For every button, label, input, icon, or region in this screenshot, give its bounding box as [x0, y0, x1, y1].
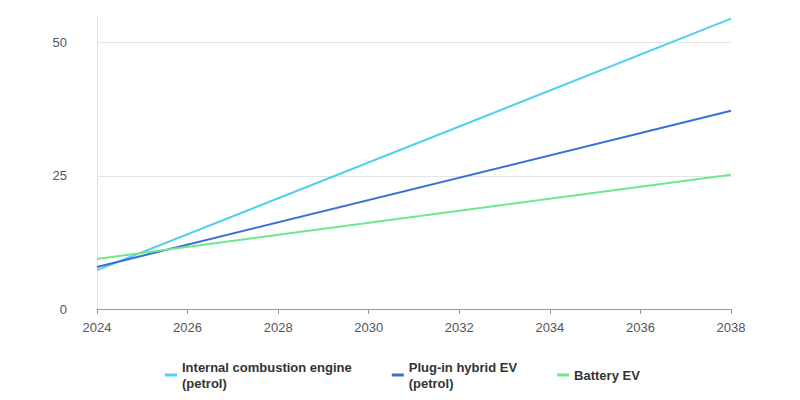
svg-text:2036: 2036 [626, 320, 655, 335]
svg-text:25: 25 [53, 168, 67, 183]
svg-text:50: 50 [53, 35, 67, 50]
svg-text:0: 0 [60, 302, 67, 317]
svg-text:2032: 2032 [445, 320, 474, 335]
svg-text:(petrol): (petrol) [182, 376, 227, 391]
svg-text:2026: 2026 [173, 320, 202, 335]
svg-text:(petrol): (petrol) [409, 376, 454, 391]
svg-text:2030: 2030 [354, 320, 383, 335]
svg-text:Plug-in hybrid EV: Plug-in hybrid EV [409, 360, 518, 375]
svg-text:2038: 2038 [717, 320, 746, 335]
svg-text:2024: 2024 [83, 320, 112, 335]
svg-text:Battery EV: Battery EV [574, 368, 640, 383]
svg-text:2034: 2034 [535, 320, 564, 335]
svg-text:Internal combustion engine: Internal combustion engine [182, 360, 352, 375]
svg-text:2028: 2028 [264, 320, 293, 335]
